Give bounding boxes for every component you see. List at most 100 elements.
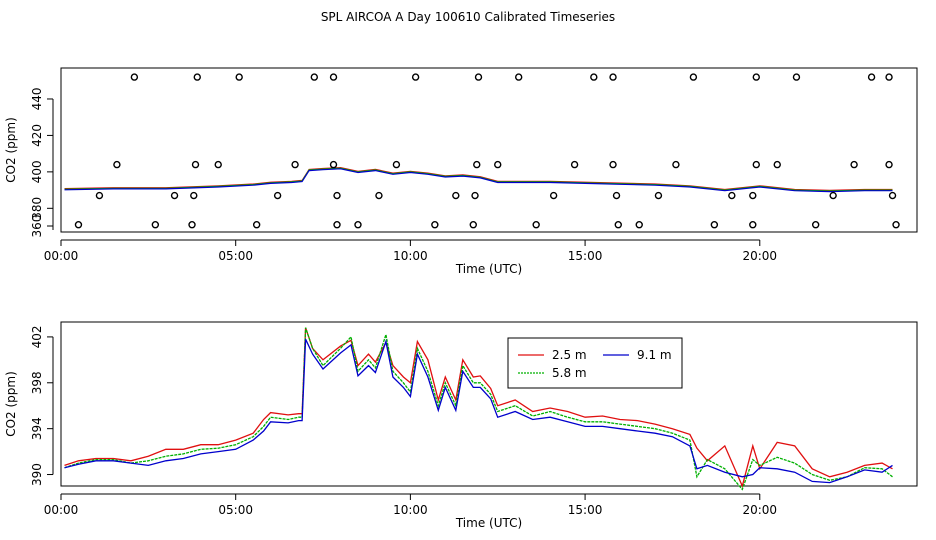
scatter-point xyxy=(392,160,401,169)
scatter-point xyxy=(95,191,104,200)
scatter-point xyxy=(310,73,319,81)
scatter-point xyxy=(752,160,760,169)
x-axis: 00:00 05:00 10:00 15:00 20:00 xyxy=(44,493,777,517)
scatter-point xyxy=(474,73,483,81)
scatter-point xyxy=(850,160,858,169)
scatter-point xyxy=(892,221,900,229)
scatter-point xyxy=(188,221,196,229)
y-axis-label: CO2 (ppm) xyxy=(4,371,18,437)
scatter-point xyxy=(191,160,200,169)
scatter-point xyxy=(609,160,617,169)
scatter-point xyxy=(749,221,757,229)
scatter-point xyxy=(452,191,460,200)
x-tick-label: 10:00 xyxy=(393,503,428,517)
x-tick-label: 00:00 xyxy=(44,249,79,263)
scatter-point xyxy=(411,73,420,81)
x-tick-label: 10:00 xyxy=(393,249,428,263)
scatter-point xyxy=(829,191,837,200)
x-tick-label: 15:00 xyxy=(568,503,603,517)
scatter-point xyxy=(590,73,598,81)
scatter-point xyxy=(888,191,897,200)
plot-frame xyxy=(60,67,918,233)
scatter-point xyxy=(672,160,680,169)
y-axis-label: CO2 (ppm) xyxy=(4,117,18,183)
scatter-point xyxy=(609,73,617,81)
scatter-point xyxy=(235,73,243,81)
scatter-point xyxy=(375,191,383,200)
y-tick-label: 440 xyxy=(30,88,44,111)
scatter-point xyxy=(291,160,299,169)
scatter-point xyxy=(885,73,893,81)
scatter-point xyxy=(614,221,622,229)
x-tick-label: 00:00 xyxy=(44,503,79,517)
scatter-point xyxy=(329,160,338,169)
scatter-point xyxy=(728,191,736,200)
scatter-point xyxy=(471,191,479,200)
scatter-point xyxy=(792,73,801,81)
series-line-0 xyxy=(64,327,893,488)
y-tick-label: 398 xyxy=(30,371,44,394)
legend-label-2-5m: 2.5 m xyxy=(552,348,587,362)
scatter-point xyxy=(752,73,760,81)
overlay-line-2 xyxy=(64,168,893,193)
scatter-point xyxy=(214,160,222,169)
scatter-point xyxy=(654,191,663,200)
x-axis-label: Time (UTC) xyxy=(455,516,522,530)
y-tick-label: 380 xyxy=(30,197,44,220)
y-tick-label: 360 xyxy=(30,215,44,238)
scatter-point xyxy=(612,191,621,200)
legend-label-9-1m: 9.1 m xyxy=(637,348,672,362)
scatter-point xyxy=(867,73,876,81)
scatter-point xyxy=(170,191,179,200)
y-tick-label: 402 xyxy=(30,325,44,348)
series-lines-group xyxy=(64,327,893,491)
x-tick-label: 15:00 xyxy=(568,249,603,263)
scatter-point xyxy=(570,160,579,169)
scatter-point xyxy=(333,191,341,200)
y-tick-label: 400 xyxy=(30,160,44,183)
points-group xyxy=(74,73,900,229)
scatter-point xyxy=(773,160,781,169)
scatter-point xyxy=(749,191,757,200)
scatter-point xyxy=(811,221,820,229)
scatter-point xyxy=(689,73,698,81)
scatter-point xyxy=(635,221,643,229)
scatter-point xyxy=(494,160,502,169)
y-tick-label: 420 xyxy=(30,124,44,147)
legend-box xyxy=(507,337,683,389)
scatter-point xyxy=(354,221,362,229)
legend: 2.5 m 5.8 m 9.1 m xyxy=(507,337,683,389)
x-tick-label: 20:00 xyxy=(742,249,777,263)
chart-title: SPL AIRCOA A Day 100610 Calibrated Times… xyxy=(320,10,616,24)
x-tick-label: 05:00 xyxy=(218,503,253,517)
x-tick-label: 05:00 xyxy=(218,249,253,263)
scatter-point xyxy=(710,221,719,229)
scatter-point xyxy=(273,191,282,200)
x-axis: 00:00 05:00 10:00 15:00 20:00 xyxy=(44,239,777,263)
scatter-point xyxy=(151,221,160,229)
scatter-point xyxy=(329,73,338,81)
legend-label-5-8m: 5.8 m xyxy=(552,366,587,380)
y-tick-label: 390 xyxy=(30,463,44,486)
scatter-point xyxy=(549,191,558,200)
scatter-point xyxy=(333,221,341,229)
scatter-point xyxy=(130,73,139,81)
scatter-point xyxy=(113,160,121,169)
scatter-point xyxy=(74,221,83,229)
scatter-point xyxy=(190,191,198,200)
x-tick-label: 20:00 xyxy=(742,503,777,517)
x-axis-label: Time (UTC) xyxy=(455,262,522,276)
scatter-point xyxy=(252,221,261,229)
scatter-point xyxy=(532,221,540,229)
scatter-point xyxy=(431,221,439,229)
overlay-lines-group xyxy=(64,166,893,193)
y-axis: 390 394 398 402 xyxy=(30,325,54,486)
scatter-point xyxy=(193,73,201,81)
series-line-2 xyxy=(64,338,893,484)
line-panel: 00:00 05:00 10:00 15:00 20:00 390 394 398 402 T… xyxy=(4,321,918,530)
scatter-point xyxy=(885,160,893,169)
series-line-1 xyxy=(64,327,893,491)
